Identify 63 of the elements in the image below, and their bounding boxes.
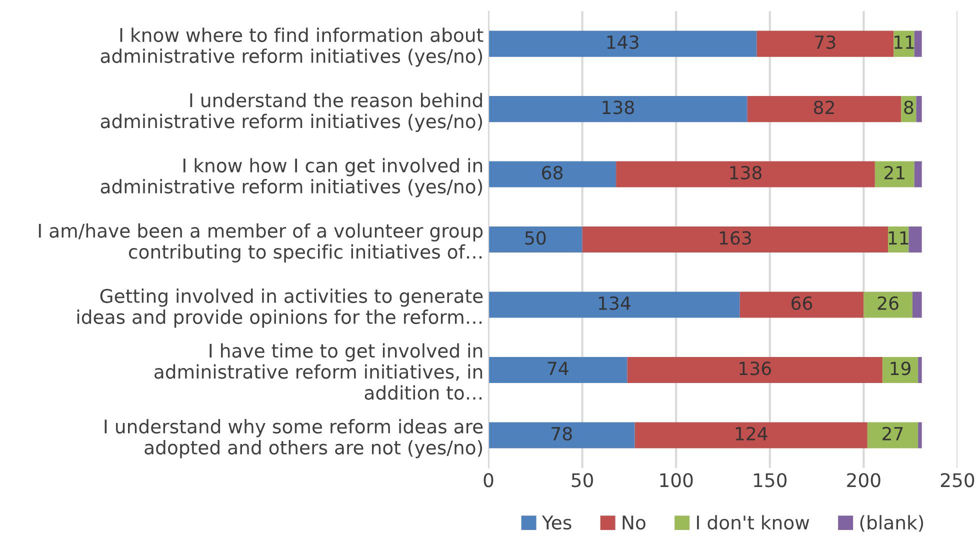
bar xyxy=(627,356,882,384)
data-label: 26 xyxy=(878,296,898,310)
data-label: 21 xyxy=(884,166,904,180)
data-label: 143 xyxy=(607,35,638,50)
bar xyxy=(756,30,894,57)
bar xyxy=(908,226,922,253)
bar xyxy=(882,356,918,384)
data-label: 11 xyxy=(888,231,908,244)
data-label: 27 xyxy=(882,426,903,440)
data-label: 11 xyxy=(894,36,914,49)
bar xyxy=(914,30,922,57)
legend-label: Yes xyxy=(542,516,572,530)
y-tick-label: I know how I can get involved in administrative reform initiatives (yes/no) xyxy=(100,158,482,198)
bar xyxy=(488,96,748,122)
x-tick-label: 50 xyxy=(572,473,593,488)
data-label: 50 xyxy=(525,231,546,245)
data-label: 138 xyxy=(730,166,762,180)
x-tick-label: 150 xyxy=(754,473,787,488)
y-tick-label: I understand why some reform ideas are adopted and others are not (yes/no) xyxy=(104,419,483,458)
x-tick-label: 250 xyxy=(940,473,974,488)
y-tick-label: I know where to find information about administrative reform initiatives (yes/no) xyxy=(100,28,484,67)
bar xyxy=(916,96,922,122)
bar xyxy=(488,422,635,448)
bar xyxy=(488,356,628,384)
data-label: 138 xyxy=(602,100,634,114)
y-tick-label: I have time to get involved in administrative reform initiatives, in addition to… xyxy=(154,343,482,400)
bar xyxy=(488,292,740,318)
bar xyxy=(864,292,912,318)
data-label: 66 xyxy=(792,296,812,310)
bar xyxy=(582,226,888,253)
x-tick-label: 200 xyxy=(847,473,880,488)
bar xyxy=(874,161,914,188)
bar xyxy=(747,96,902,122)
legend-label: (blank) xyxy=(860,515,924,532)
data-label: 74 xyxy=(548,362,568,375)
data-label: 8 xyxy=(904,100,914,114)
data-label: 124 xyxy=(736,426,768,440)
x-tick-label: 0 xyxy=(484,473,494,488)
bar xyxy=(488,30,757,57)
bar xyxy=(634,422,868,448)
x-tick-label: 100 xyxy=(660,473,693,488)
data-label: 134 xyxy=(598,296,630,310)
bar xyxy=(488,161,616,188)
bar xyxy=(488,226,582,253)
y-tick-label: Getting involved in activities to generate ideas and provide opinions for the reform… xyxy=(77,288,483,328)
y-tick-label: I am/have been a member of a volunteer group contributing to specific initiatives of… xyxy=(38,223,483,262)
bar xyxy=(616,161,875,188)
data-label: 73 xyxy=(815,35,836,50)
bar xyxy=(918,356,922,384)
legend-label: No xyxy=(622,516,646,530)
data-label: 78 xyxy=(552,426,572,440)
bar xyxy=(740,292,864,318)
bar xyxy=(912,292,922,318)
data-label: 19 xyxy=(890,362,910,376)
bar xyxy=(918,422,922,448)
bar xyxy=(867,422,918,448)
data-label: 82 xyxy=(814,100,834,114)
data-label: 163 xyxy=(720,231,751,245)
y-tick-label: I understand the reason behind administrative reform initiatives (yes/no) xyxy=(100,92,482,132)
data-label: 136 xyxy=(740,362,771,376)
legend-label: I don't know xyxy=(697,515,810,530)
bar xyxy=(914,161,922,188)
data-label: 68 xyxy=(542,166,563,180)
